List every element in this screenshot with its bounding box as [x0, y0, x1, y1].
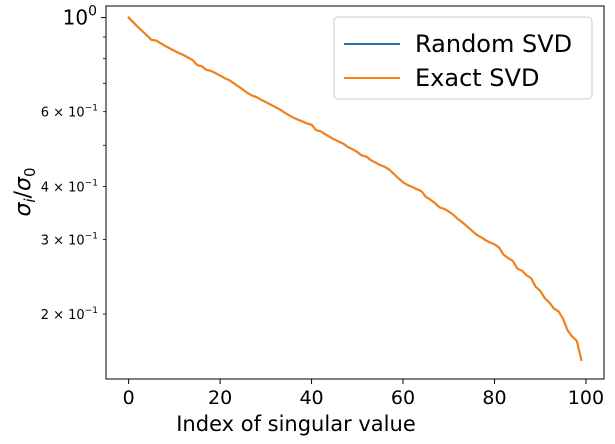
legend-label-exact-svd: Exact SVD	[415, 64, 539, 92]
x-tick-label-100: 100	[568, 387, 604, 409]
y-axis-ticks: 100 2 × 10−1 3 × 10−1 4 × 10−1 6 × 10−1	[41, 4, 106, 323]
x-tick-label-20: 20	[208, 387, 232, 409]
series-layer	[127, 16, 583, 362]
y-tick-label-0.6: 6 × 10−1	[41, 104, 98, 121]
legend-label-random-svd: Random SVD	[415, 30, 572, 58]
legend: Random SVD Exact SVD	[333, 16, 593, 100]
x-tick-label-60: 60	[391, 387, 415, 409]
y-tick-label-0.3: 3 × 10−1	[41, 231, 98, 248]
y-tick-label-0.2: 2 × 10−1	[41, 306, 98, 323]
plot-frame	[105, 5, 605, 380]
y-axis-label: σi/σ0	[11, 167, 39, 216]
x-axis-label: Index of singular value	[176, 412, 416, 436]
y-tick-label-1: 100	[63, 4, 97, 30]
x-tick-label-0: 0	[123, 387, 135, 409]
y-tick-label-0.4: 4 × 10−1	[41, 178, 98, 195]
x-axis-ticks: 0 20 40 60 80 100	[123, 379, 604, 409]
series-line-exact-svd	[127, 16, 583, 362]
x-tick-label-80: 80	[482, 387, 506, 409]
x-tick-label-40: 40	[299, 387, 323, 409]
